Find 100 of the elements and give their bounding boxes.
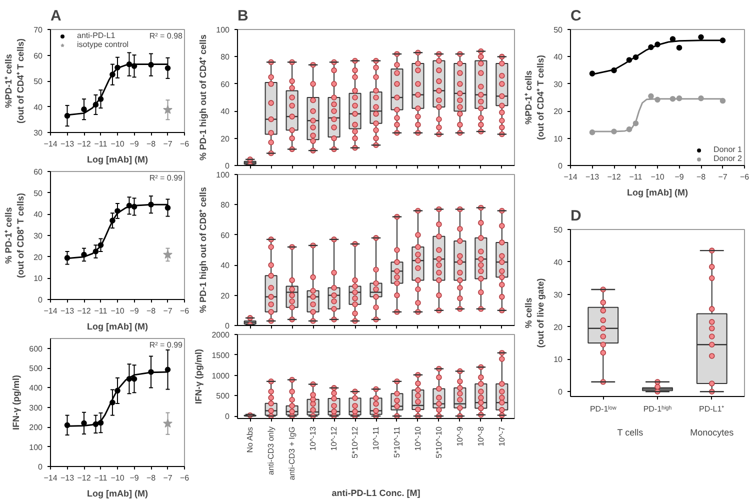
y-tick-label: 1000	[212, 371, 230, 380]
x-tick-label: PD-1ˡᵒʷ	[590, 404, 616, 414]
x-tick-label: 5*10^-10	[434, 426, 444, 458]
y-tick-label: 40	[554, 52, 564, 62]
y-tick-label: 100	[216, 170, 230, 180]
text: Monocytes	[690, 428, 734, 438]
x-tick-label: −13	[60, 474, 75, 482]
y-tick-label: 10	[554, 355, 564, 364]
annotation: R² = 0.98	[149, 32, 184, 40]
x-tick-label: −6	[180, 306, 190, 316]
x-tick-label: 10^-13	[308, 426, 318, 451]
y-tick-label: 30	[554, 290, 564, 300]
x-tick-label: −14	[44, 140, 58, 148]
point	[698, 34, 704, 40]
x-tick-label: −7	[163, 140, 173, 148]
x-tick-label: −9	[674, 172, 684, 182]
y-tick-label: 80	[220, 200, 230, 210]
text: T cells	[617, 428, 644, 438]
x-tick-label: −11	[94, 474, 108, 482]
y-tick-label: 0	[225, 322, 230, 330]
x-tick-label: −14	[564, 172, 578, 182]
x-tick-label: −8	[146, 306, 156, 316]
x-tick-label: −6	[180, 474, 190, 482]
y-tick-label: 50	[34, 77, 44, 86]
y-axis-title: IFN-γ (pg/ml)	[194, 348, 204, 404]
x-tick-label: −8	[146, 474, 156, 482]
x-tick-label: 10^-10	[413, 426, 422, 451]
y-axis-title: %PD-1⁺ cells (out of CD4⁺ T cells)	[4, 38, 26, 124]
y-tick-label: 50	[554, 26, 564, 34]
x-tick-label: −6	[180, 140, 190, 148]
y-tick-label: 30	[554, 80, 564, 89]
y-axis-title: % PD-1 high out of CD8⁺ cells	[198, 186, 208, 314]
x-tick-label: −13	[60, 140, 75, 148]
x-tick-label: −12	[607, 172, 622, 182]
x-tick-label: −12	[77, 140, 92, 148]
y-tick-label: 400	[29, 384, 44, 393]
x-tick-label: −7	[163, 306, 173, 316]
y-tick-label: 60	[34, 51, 44, 60]
legend-label: Donor 2	[714, 154, 742, 163]
legend-label: Donor 1	[714, 145, 742, 154]
y-axis-title: %PD-1⁺ cells (out of CD4⁺ T cells)	[524, 54, 546, 140]
x-axis-title: anti-PD-L1 Conc. [M]	[332, 488, 420, 498]
x-tick-label: −7	[163, 474, 173, 482]
point	[163, 418, 172, 428]
y-tick-label: 20	[34, 252, 44, 262]
y-tick-label: 50	[34, 188, 44, 198]
y-tick-label: 40	[220, 107, 230, 116]
chart-title: D	[570, 208, 582, 224]
x-tick-label: No Abs	[246, 426, 255, 453]
x-tick-label: −12	[77, 306, 92, 316]
point	[163, 104, 172, 114]
x-tick-label: 10^-11	[372, 426, 380, 450]
x-tick-label: −14	[44, 474, 58, 482]
y-axis-title: % PD-1 high out of CD4⁺ cells	[198, 34, 208, 161]
x-tick-label: 10^-12	[330, 426, 339, 451]
x-tick-label: −13	[60, 306, 75, 316]
y-tick-label: 10	[554, 134, 564, 144]
y-tick-label: 1500	[212, 350, 230, 360]
x-tick-label: anti-CD3 + IgG	[288, 426, 297, 480]
point	[81, 106, 87, 112]
y-tick-label: 60	[220, 230, 230, 240]
x-tick-label: −12	[77, 474, 92, 482]
chart-title: A	[50, 8, 62, 24]
y-tick-label: 2000	[212, 330, 230, 340]
y-tick-label: 70	[34, 26, 44, 34]
x-tick-label: 10^-7	[497, 426, 506, 446]
x-tick-label: −10	[650, 172, 665, 182]
x-tick-label: −6	[740, 172, 750, 182]
annotation: R² = 0.99	[149, 340, 184, 350]
x-tick-label: −11	[94, 306, 108, 316]
point	[164, 366, 171, 373]
y-tick-label: 10	[34, 274, 44, 284]
x-tick-label: −14	[44, 306, 58, 316]
x-tick-label: 5*10^-11	[392, 426, 402, 458]
point	[164, 65, 171, 72]
y-axis-title: IFN-γ (pg/ml)	[11, 374, 22, 430]
y-tick-label: 0	[225, 162, 230, 170]
point	[676, 44, 682, 51]
x-tick-label: 5*10^-12	[350, 426, 360, 458]
y-tick-label: 40	[34, 210, 44, 220]
y-tick-label: 600	[29, 344, 44, 354]
legend-label: isotype control	[77, 40, 129, 49]
x-tick-label: −10	[110, 306, 125, 316]
y-axis-title: % cells (out of live gate)	[524, 278, 546, 348]
x-tick-label: 10^-9	[455, 426, 464, 446]
x-tick-label: 10^-8	[476, 426, 486, 446]
x-tick-label: −10	[110, 474, 125, 482]
y-tick-label: 30	[34, 128, 44, 138]
x-tick-label: −8	[696, 172, 706, 182]
annotation: R² = 0.99	[149, 174, 184, 182]
y-tick-label: 40	[220, 261, 230, 270]
x-axis-title: Log [mAb] (M)	[87, 488, 148, 498]
point	[164, 204, 171, 211]
y-axis-title: % PD-1⁺ cells (out of CD8⁺ T cells)	[4, 192, 26, 278]
x-axis-title: Log [mAb] (M)	[627, 188, 688, 198]
x-axis-title: Log [mAb] (M)	[87, 154, 148, 164]
y-tick-label: 40	[554, 258, 564, 267]
x-tick-label: anti-CD3 only	[266, 426, 276, 475]
y-tick-label: 50	[554, 226, 564, 234]
x-tick-label: −11	[94, 140, 108, 148]
